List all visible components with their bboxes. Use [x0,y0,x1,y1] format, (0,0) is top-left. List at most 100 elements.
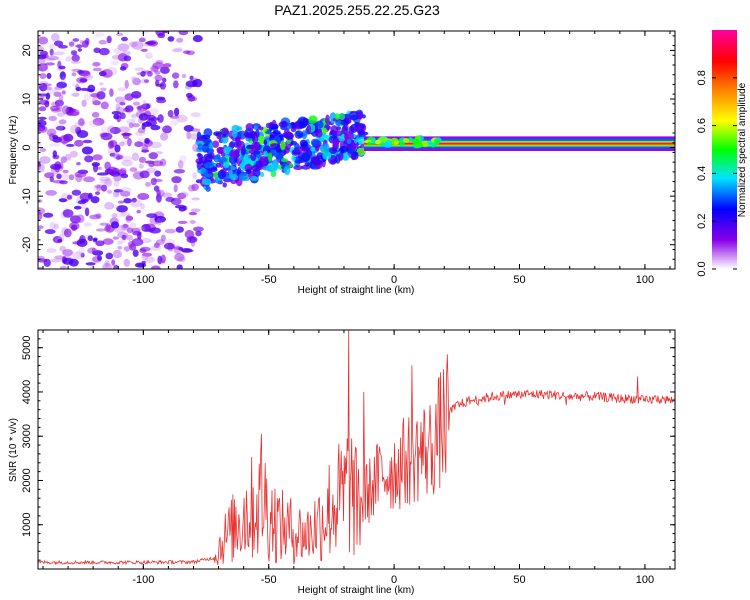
noise-blob [152,64,159,73]
transition-blob [308,115,318,124]
colorbar-ticks: 0.0 0.2 0.4 0.6 0.8 [696,70,737,277]
noise-blob [72,251,84,259]
noise-blob [110,60,119,66]
noise-blob [38,143,42,147]
noise-blob [123,107,131,113]
noise-blob [76,238,88,247]
transition-blob [205,186,211,192]
transition-blob [299,139,308,147]
transition-blob [343,156,348,161]
noise-blob [183,124,194,132]
noise-blob [131,91,142,99]
noise-blob [173,184,178,193]
transition-blob [301,130,308,140]
noise-blob [114,144,121,153]
noise-blob [139,163,144,169]
noise-blob [115,32,124,37]
noise-blob [156,196,162,204]
noise-blob [50,105,60,112]
noise-blob [38,106,47,112]
noise-blob [124,79,129,89]
noise-blob [98,47,110,56]
transition-blob [260,171,265,178]
transition-blob [357,129,366,135]
noise-blob [124,246,130,252]
noise-blob [160,66,170,74]
noise-blob [74,44,85,48]
noise-blob [119,167,127,175]
noise-blob [121,156,133,162]
noise-blob [74,121,83,130]
noise-blob [46,248,57,253]
noise-blob [59,71,66,80]
transition-blob [267,152,273,162]
noise-blob [94,32,105,38]
transition-blob [304,162,310,167]
noise-blob [177,220,188,224]
noise-blob [160,234,166,242]
noise-blob [177,160,184,169]
noise-blob [111,259,116,266]
noise-blob [175,226,184,233]
transition-blob [236,140,246,151]
transition-blob [310,147,316,152]
noise-blob [92,62,101,67]
noise-blob [120,190,131,197]
transition-blob [195,141,205,146]
noise-blob [144,160,155,164]
transition-blob [269,134,275,139]
noise-blob [129,167,138,172]
noise-blob [122,223,129,229]
noise-blob [157,189,165,197]
transition-blob [255,160,263,168]
noise-blob [126,227,134,234]
transition-blob [280,140,286,151]
snr-ylabel: SNR (10 * v/v) [8,418,19,482]
noise-blob [44,62,55,66]
transition-blob [217,147,225,154]
noise-blob [53,223,59,230]
noise-blob [60,156,67,164]
noise-blob [104,202,114,210]
noise-blob [83,176,95,183]
noise-blob [50,163,62,170]
noise-blob [100,132,113,141]
colorbar-tick-label: 0.6 [696,118,708,133]
noise-blob [62,249,73,257]
transition-blob [217,169,226,180]
noise-blob [165,197,175,202]
carrier-blob [374,139,382,145]
transition-blob [330,159,336,164]
noise-blob [136,209,141,214]
noise-blob [146,167,157,174]
noise-blob [131,123,140,128]
noise-blob [58,198,68,203]
transition-blob [221,127,229,136]
noise-blob [131,227,141,234]
noise-blob [163,242,175,250]
transition-blob [272,130,281,135]
noise-blob [144,137,150,144]
noise-blob [96,91,106,100]
transition-blob [235,136,241,143]
noise-blob [54,99,64,107]
noise-blob [57,239,63,243]
colorbar-tick-label: 0.0 [696,261,708,276]
noise-blob [52,134,59,140]
noise-blob [173,169,186,174]
noise-blob [195,230,202,237]
x-tick-label: 50 [513,274,525,286]
noise-blob [109,88,114,97]
noise-blob [176,37,184,43]
noise-blob [68,41,75,47]
noise-blob [106,189,113,194]
transition-blob [229,173,238,181]
noise-blob [181,73,187,79]
noise-blob [62,209,74,218]
noise-blob [85,37,90,45]
noise-blob [100,184,108,192]
transition-blob [301,152,311,162]
transition-blob [263,139,268,146]
noise-blob [100,87,107,92]
